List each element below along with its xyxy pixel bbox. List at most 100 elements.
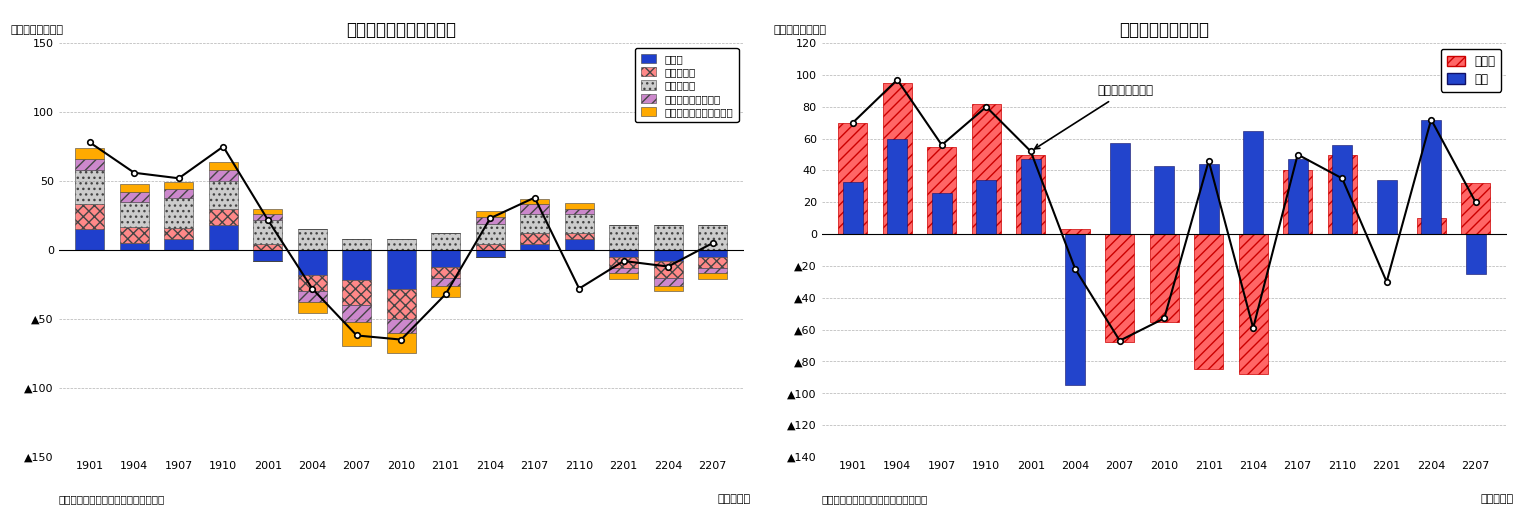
Bar	[253, 245, 282, 250]
Bar	[431, 286, 460, 297]
Bar	[342, 322, 371, 346]
Bar	[520, 214, 549, 233]
Text: （年・月）: （年・月）	[1481, 494, 1513, 504]
Bar	[1466, 234, 1485, 274]
Bar	[297, 250, 327, 275]
Bar	[1110, 144, 1130, 234]
Bar	[839, 123, 868, 234]
Bar	[75, 230, 104, 250]
Bar	[883, 83, 912, 234]
Bar	[386, 333, 415, 353]
Bar	[208, 162, 238, 170]
Bar	[564, 233, 593, 239]
Bar	[164, 198, 193, 228]
Bar	[297, 302, 327, 313]
Bar	[843, 182, 863, 234]
Bar	[475, 250, 504, 257]
Bar	[1328, 155, 1357, 234]
Bar	[1421, 119, 1441, 234]
Bar	[475, 224, 504, 245]
Bar	[208, 181, 238, 209]
Title: 雇用形態別雇用者数: 雇用形態別雇用者数	[1119, 21, 1210, 39]
Bar	[386, 289, 415, 319]
Bar	[1194, 234, 1223, 369]
Bar	[1150, 234, 1179, 322]
Bar	[520, 199, 549, 204]
Text: （年・月）: （年・月）	[717, 494, 751, 504]
Bar	[653, 250, 682, 261]
Legend: 製造業, 卸売・小売, 医療・福祉, 宿泊・飲食サービス, 生活関連サービス・娯楽: 製造業, 卸売・小売, 医療・福祉, 宿泊・飲食サービス, 生活関連サービス・娯…	[635, 48, 739, 123]
Bar	[609, 257, 638, 268]
Bar	[1061, 230, 1090, 234]
Bar	[253, 220, 282, 245]
Bar	[698, 268, 727, 274]
Bar	[120, 202, 149, 226]
Bar	[475, 245, 504, 250]
Bar	[520, 233, 549, 245]
Bar	[564, 239, 593, 250]
Text: （前年差、万人）: （前年差、万人）	[774, 25, 826, 35]
Bar	[1105, 234, 1134, 342]
Text: （資料）総務省統計局『労働力調査』: （資料）総務省統計局『労働力調査』	[822, 494, 927, 504]
Legend: 非正規, 正規: 非正規, 正規	[1441, 49, 1501, 92]
Bar	[431, 250, 460, 267]
Bar	[698, 257, 727, 268]
Bar	[475, 211, 504, 217]
Bar	[386, 319, 415, 333]
Bar	[120, 192, 149, 202]
Bar	[342, 305, 371, 322]
Bar	[75, 159, 104, 170]
Bar	[75, 170, 104, 204]
Bar	[609, 225, 638, 250]
Bar	[1243, 130, 1263, 234]
Bar	[431, 267, 460, 278]
Bar	[297, 291, 327, 302]
Bar	[698, 274, 727, 279]
Bar	[342, 239, 371, 250]
Bar	[927, 147, 957, 234]
Bar	[1199, 164, 1219, 234]
Bar	[977, 180, 996, 234]
Text: 役員を除く雇用者: 役員を除く雇用者	[1035, 84, 1153, 149]
Bar	[297, 230, 327, 250]
Bar	[431, 233, 460, 250]
Bar	[972, 104, 1001, 234]
Bar	[564, 214, 593, 233]
Bar	[253, 250, 282, 261]
Bar	[1461, 183, 1490, 234]
Bar	[1288, 159, 1308, 234]
Bar	[164, 228, 193, 239]
Bar	[1377, 180, 1397, 234]
Bar	[932, 193, 952, 234]
Bar	[75, 204, 104, 230]
Bar	[164, 239, 193, 250]
Bar	[888, 139, 908, 234]
Bar	[164, 182, 193, 189]
Bar	[75, 148, 104, 159]
Bar	[698, 225, 727, 250]
Bar	[120, 184, 149, 192]
Bar	[653, 278, 682, 286]
Bar	[520, 204, 549, 214]
Bar	[564, 209, 593, 214]
Bar	[1416, 218, 1446, 234]
Bar	[475, 217, 504, 224]
Bar	[1154, 166, 1174, 234]
Text: （前年差、万人）: （前年差、万人）	[11, 25, 64, 35]
Bar	[1283, 170, 1312, 234]
Bar	[431, 278, 460, 286]
Bar	[653, 261, 682, 278]
Bar	[1021, 159, 1041, 234]
Bar	[253, 209, 282, 214]
Bar	[1016, 155, 1046, 234]
Title: 産業別・就業者数の推移: 産業別・就業者数の推移	[346, 21, 457, 39]
Bar	[609, 268, 638, 274]
Bar	[164, 189, 193, 198]
Bar	[253, 214, 282, 220]
Bar	[1239, 234, 1268, 374]
Bar	[1065, 234, 1085, 385]
Bar	[386, 250, 415, 289]
Bar	[698, 250, 727, 257]
Bar	[120, 226, 149, 243]
Bar	[208, 170, 238, 181]
